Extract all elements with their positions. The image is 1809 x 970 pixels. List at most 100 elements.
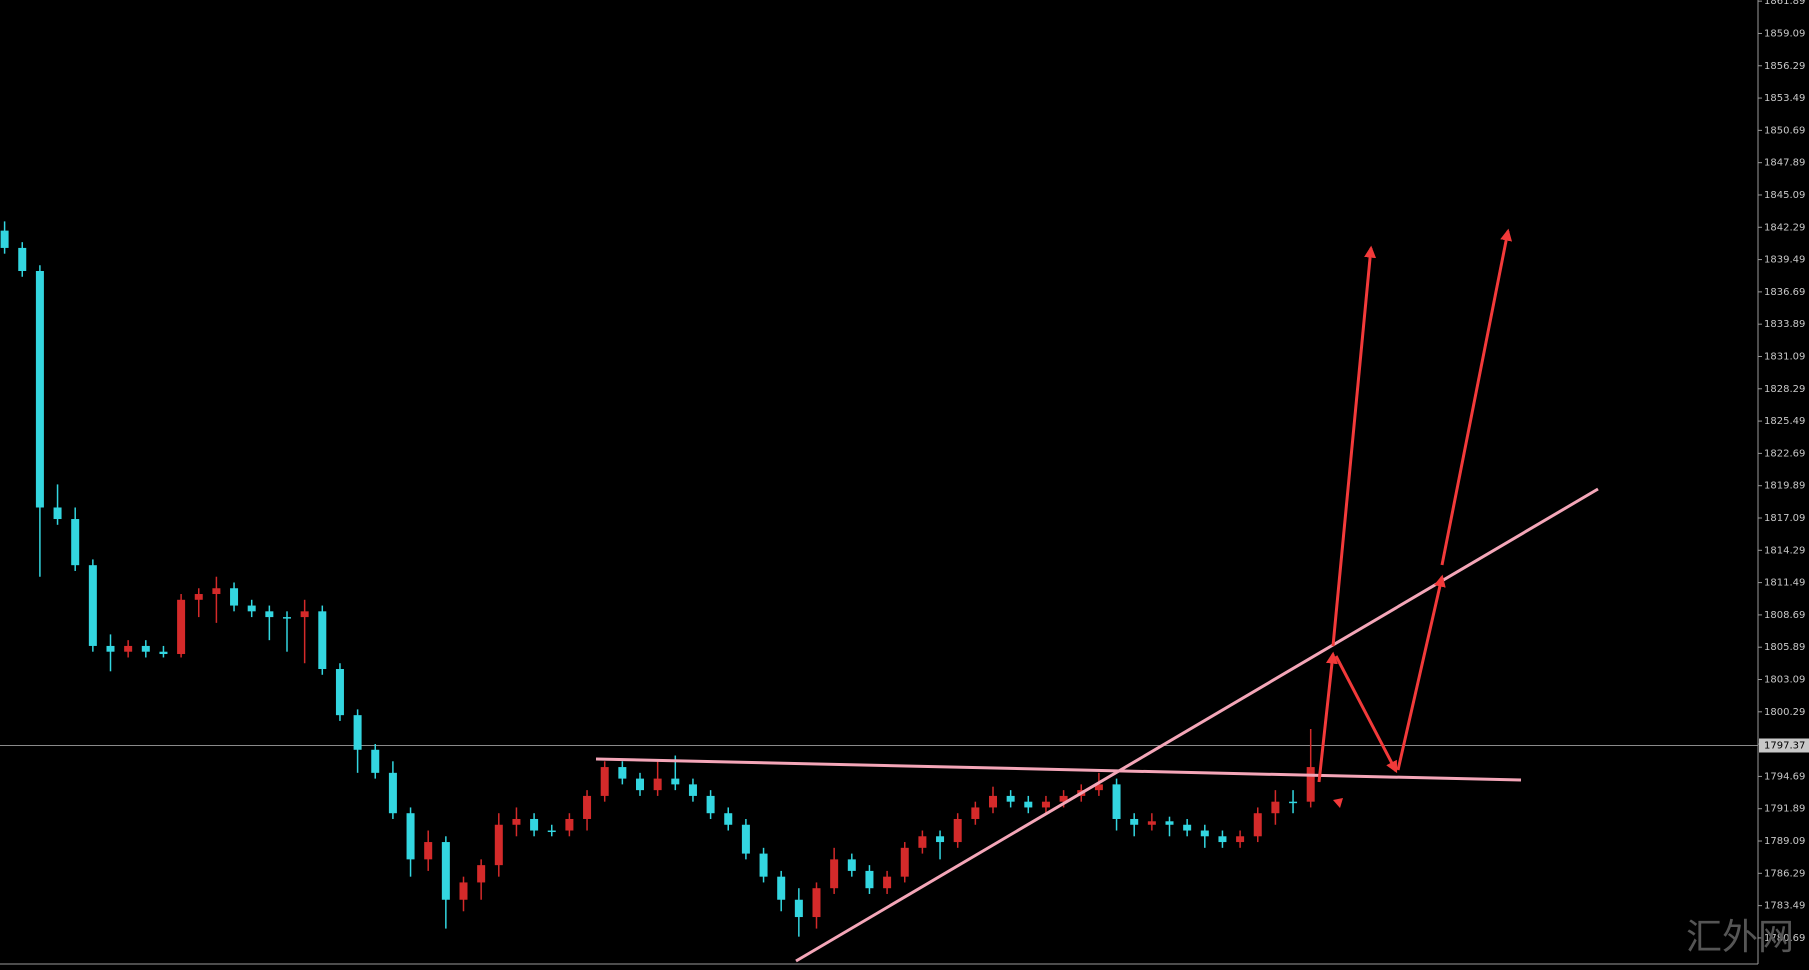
trend-line bbox=[795, 487, 1599, 963]
candle-body bbox=[865, 870, 874, 889]
candle-body bbox=[53, 507, 62, 520]
y-tick-label: 1811.49 bbox=[1764, 578, 1805, 589]
candle-body bbox=[847, 859, 856, 871]
candle-body bbox=[1024, 801, 1033, 808]
candle-body bbox=[706, 795, 715, 814]
candle-body bbox=[618, 767, 627, 779]
y-tick-label: 1817.09 bbox=[1764, 513, 1805, 524]
y-tick-label: 1859.09 bbox=[1764, 28, 1805, 39]
candle-body bbox=[388, 772, 397, 814]
y-tick-label: 1833.89 bbox=[1764, 319, 1805, 330]
candle-body bbox=[1130, 818, 1139, 825]
candle-body bbox=[177, 599, 186, 655]
candle-body bbox=[653, 778, 662, 791]
y-tick-label: 1856.29 bbox=[1764, 61, 1805, 72]
candle-body bbox=[1253, 813, 1262, 837]
candle-body bbox=[953, 818, 962, 843]
y-tick-label: 1805.89 bbox=[1764, 642, 1805, 653]
candle-body bbox=[971, 807, 980, 819]
candle-body bbox=[759, 853, 768, 877]
candle-body bbox=[1200, 830, 1209, 837]
candle-body bbox=[936, 836, 945, 843]
candle-body bbox=[477, 865, 486, 883]
current-price-box bbox=[1759, 738, 1809, 753]
candles bbox=[0, 221, 1315, 937]
y-tick-label: 1853.49 bbox=[1764, 93, 1805, 104]
projection-arrow bbox=[1331, 245, 1377, 647]
candle-body bbox=[1218, 836, 1227, 843]
watermark: 汇外网 bbox=[1686, 917, 1794, 958]
projection-arrow bbox=[1317, 651, 1338, 783]
y-tick-label: 1847.89 bbox=[1764, 158, 1805, 169]
y-tick-label: 1808.69 bbox=[1764, 610, 1805, 621]
candle-body bbox=[194, 594, 203, 600]
projection-arrow bbox=[1334, 655, 1398, 774]
candle-body bbox=[459, 882, 468, 900]
y-tick-label: 1800.29 bbox=[1764, 707, 1805, 718]
candle-body bbox=[1059, 795, 1068, 802]
candle-body bbox=[212, 588, 221, 595]
resistance-line bbox=[595, 757, 1522, 782]
candle-body bbox=[724, 813, 733, 825]
candle-body bbox=[106, 645, 115, 652]
candle-body bbox=[406, 813, 415, 860]
candle-body bbox=[230, 588, 239, 606]
candle-body bbox=[141, 645, 150, 652]
candle-body bbox=[1183, 824, 1192, 831]
candle-body bbox=[1306, 767, 1315, 802]
y-tick-label: 1819.89 bbox=[1764, 481, 1805, 492]
candle-body bbox=[900, 847, 909, 877]
small-marker bbox=[1333, 798, 1343, 808]
candle-body bbox=[300, 611, 309, 618]
axis-layer: 1780.69 1783.49 1786.29 1789.09 1791.89 1794.… bbox=[0, 0, 1809, 944]
candle-body bbox=[283, 617, 291, 619]
candle-body bbox=[353, 715, 362, 750]
candle-body bbox=[1006, 795, 1015, 802]
candle-body bbox=[88, 565, 97, 646]
candle-body bbox=[1112, 784, 1121, 819]
y-tick-label: 1822.69 bbox=[1764, 448, 1805, 459]
candle-body bbox=[371, 749, 380, 773]
candle-body bbox=[18, 247, 27, 271]
candle-body bbox=[0, 230, 9, 248]
candle-body bbox=[35, 270, 44, 508]
candle-body bbox=[741, 824, 750, 854]
candle-body bbox=[565, 818, 574, 831]
candle-body bbox=[600, 767, 609, 796]
y-tick-label: 1828.29 bbox=[1764, 384, 1805, 395]
y-tick-label: 1791.89 bbox=[1764, 804, 1805, 815]
y-tick-label: 1789.09 bbox=[1764, 836, 1805, 847]
candle-body bbox=[812, 888, 821, 918]
candle-body bbox=[1165, 821, 1174, 825]
candle-body bbox=[1236, 836, 1245, 843]
candle-body bbox=[1041, 801, 1050, 808]
candle-body bbox=[688, 784, 697, 796]
candle-body bbox=[1094, 784, 1103, 791]
y-tick-label: 1842.29 bbox=[1764, 222, 1805, 233]
y-tick-label: 1845.09 bbox=[1764, 190, 1805, 201]
candle-body bbox=[1271, 801, 1280, 814]
y-tick-label: 1825.49 bbox=[1764, 416, 1805, 427]
candle-body bbox=[247, 605, 256, 612]
current-price-label: 1797.37 bbox=[1764, 740, 1805, 751]
candle-body bbox=[636, 778, 644, 791]
y-tick-label: 1814.29 bbox=[1764, 545, 1805, 556]
y-tick-label: 1803.09 bbox=[1764, 675, 1805, 686]
candle-body bbox=[583, 795, 592, 819]
candle-body bbox=[883, 876, 892, 889]
candle-body bbox=[441, 842, 450, 900]
candle-body bbox=[318, 611, 327, 670]
candle-body bbox=[777, 876, 786, 900]
y-tick-label: 1839.49 bbox=[1764, 255, 1805, 266]
candle-body bbox=[794, 899, 803, 918]
candle-body bbox=[494, 824, 503, 866]
candle-body bbox=[530, 818, 539, 831]
candle-body bbox=[71, 519, 80, 566]
candle-body bbox=[547, 830, 556, 833]
candle-body bbox=[424, 842, 433, 860]
candle-body bbox=[124, 645, 133, 652]
y-tick-label: 1831.09 bbox=[1764, 351, 1805, 362]
y-tick-label: 1783.49 bbox=[1764, 901, 1805, 912]
candle-body bbox=[918, 836, 927, 848]
